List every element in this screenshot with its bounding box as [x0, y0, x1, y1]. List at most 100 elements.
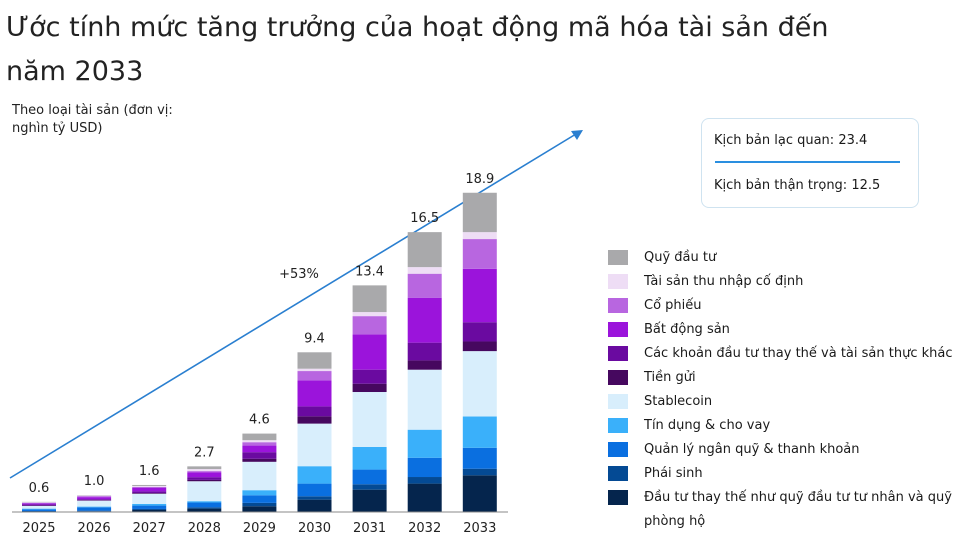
bar-segment-2032-8 [407, 273, 442, 298]
bar-segment-2032-9 [407, 267, 442, 274]
x-tick-label-2032: 2032 [408, 521, 441, 536]
bar-segment-2026-9 [77, 495, 112, 497]
scenario-box: Kịch bản lạc quan: 23.4 Kịch bản thận tr… [701, 118, 919, 208]
bar-segment-2030-6 [297, 406, 332, 417]
bar-segment-2031-8 [352, 316, 387, 335]
bar-segment-2028-2 [187, 502, 222, 508]
bar-segment-2032-7 [407, 297, 442, 343]
bar-segment-2033-9 [462, 232, 497, 240]
bar-segment-2031-1 [352, 484, 387, 490]
bar-segment-2025-4 [22, 505, 56, 509]
bar-segment-2030-8 [297, 371, 332, 381]
x-tick-label-2033: 2033 [463, 521, 496, 536]
legend-item: Stablecoin [608, 390, 968, 414]
bar-segment-2032-5 [407, 360, 442, 370]
x-tick-label-2029: 2029 [243, 521, 276, 536]
bar-segment-2033-1 [462, 468, 497, 476]
bar-segment-2033-7 [462, 268, 497, 323]
bar-segment-2032-1 [407, 477, 442, 484]
chart-title: Ước tính mức tăng trưởng của hoạt động m… [6, 12, 829, 87]
bar-segment-2032-0 [407, 483, 442, 512]
bar-segment-2033-10 [462, 192, 497, 233]
legend-swatch [608, 298, 628, 313]
legend-label: Cổ phiếu [644, 298, 702, 313]
bar-segment-2025-8 [22, 502, 56, 504]
legend-label: Bất động sản [644, 322, 730, 337]
growth-arrow [9, 133, 577, 479]
total-label-2028: 2.7 [194, 445, 215, 460]
bar-segment-2026-4 [77, 500, 112, 507]
legend-swatch [608, 490, 628, 505]
bar-segment-2028-6 [187, 477, 222, 480]
bar-segment-2025-6 [22, 504, 56, 506]
bar-segment-2026-7 [77, 497, 112, 500]
legend-label: Các khoản đầu tư thay thế và tài sản thự… [644, 346, 953, 361]
total-label-2027: 1.6 [139, 464, 160, 479]
bar-segment-2029-9 [242, 440, 277, 443]
bar-segment-2027-0 [132, 509, 167, 512]
bar-segment-2028-10 [187, 466, 222, 470]
total-label-2029: 4.6 [249, 413, 270, 428]
bar-segment-2028-5 [187, 479, 222, 482]
legend: Quỹ đầu tư Tài sản thu nhập cố định Cổ phi… [608, 246, 968, 534]
legend-swatch [608, 346, 628, 361]
bar-segment-2028-3 [187, 501, 222, 503]
legend-item: Tín dụng & cho vay [608, 414, 968, 438]
total-label-2032: 16.5 [410, 211, 439, 226]
legend-item: Quỹ đầu tư [608, 246, 968, 270]
legend-swatch [608, 418, 628, 433]
legend-swatch [608, 442, 628, 457]
legend-item: Cổ phiếu [608, 294, 968, 318]
bar-segment-2030-4 [297, 423, 332, 467]
legend-label: Đầu tư thay thế như quỹ đầu tư tư nhân v… [644, 490, 952, 529]
bar-segment-2027-9 [132, 485, 167, 487]
bar-segment-2025-7 [22, 503, 56, 505]
bar-segment-2026-1 [77, 510, 112, 512]
bar-segment-2027-3 [132, 503, 167, 506]
bar-segment-2029-6 [242, 452, 277, 459]
unit-label: Theo loại tài sản (đơn vị: nghìn tỷ USD) [12, 103, 173, 136]
bar-segment-2031-3 [352, 446, 387, 470]
bar-segment-2031-6 [352, 369, 387, 384]
legend-item: Đầu tư thay thế như quỹ đầu tư tư nhân v… [608, 486, 968, 534]
legend-swatch [608, 322, 628, 337]
bar-segment-2032-3 [407, 429, 442, 458]
bar-segment-2030-7 [297, 380, 332, 407]
x-tick-label-2026: 2026 [78, 521, 111, 536]
bar-segment-2028-8 [187, 471, 222, 473]
bar-segment-2031-5 [352, 383, 387, 393]
bar-segment-2027-1 [132, 508, 167, 510]
legend-swatch [608, 370, 628, 385]
bar-segment-2029-8 [242, 442, 277, 446]
legend-item: Quản lý ngân quỹ & thanh khoản [608, 438, 968, 462]
bar-segment-2031-4 [352, 392, 387, 447]
bar-segment-2032-6 [407, 342, 442, 361]
bar-segment-2028-7 [187, 472, 222, 478]
bar-segment-2030-9 [297, 368, 332, 372]
x-tick-label-2030: 2030 [298, 521, 331, 536]
bar-segment-2027-4 [132, 493, 167, 504]
arrow-head [571, 130, 583, 140]
bar-segment-2032-2 [407, 457, 442, 478]
bar-segment-2030-0 [297, 499, 332, 512]
bar-segment-2026-2 [77, 507, 112, 511]
legend-item: Các khoản đầu tư thay thế và tài sản thự… [608, 342, 968, 366]
bar-segment-2033-5 [462, 341, 497, 352]
legend-swatch [608, 250, 628, 265]
bar-segment-2026-8 [77, 496, 112, 498]
bar-segment-2027-2 [132, 505, 167, 509]
bar-segment-2033-3 [462, 416, 497, 448]
bar-segment-2033-4 [462, 351, 497, 417]
legend-label: Quỹ đầu tư [644, 250, 717, 265]
growth-annotation: +53% [279, 267, 319, 282]
bar-segment-2029-10 [242, 433, 277, 441]
legend-label: Quản lý ngân quỹ & thanh khoản [644, 442, 860, 457]
legend-label: Tín dụng & cho vay [644, 418, 771, 433]
legend-label: Tài sản thu nhập cố định [644, 274, 804, 289]
bar-segment-2025-1 [22, 510, 56, 512]
bar-segment-2032-4 [407, 369, 442, 430]
bar-segment-2031-0 [352, 489, 387, 512]
bar-segment-2025-5 [22, 505, 56, 506]
